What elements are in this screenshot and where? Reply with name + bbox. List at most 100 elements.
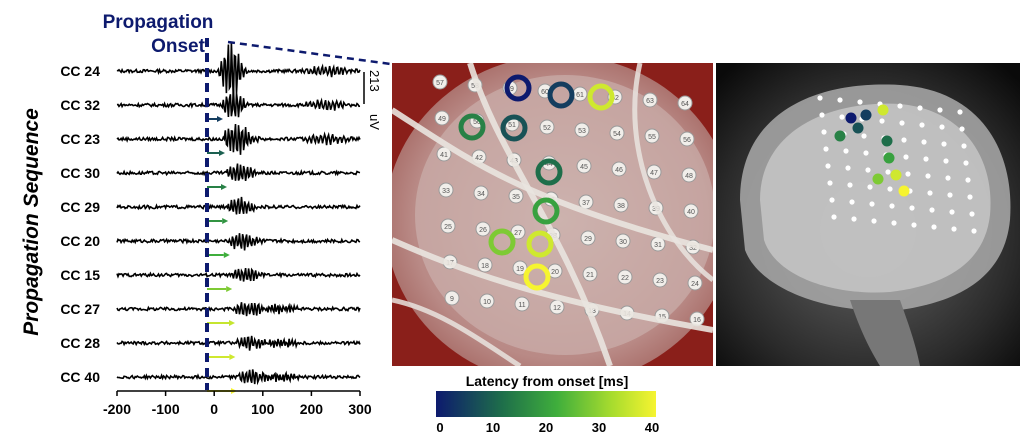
colorbar-title: Latency from onset [ms] — [466, 373, 629, 389]
x-tick-label: -200 — [103, 401, 131, 417]
mri-latency-dot — [877, 104, 889, 116]
electrode — [436, 146, 452, 162]
latency-ring — [488, 228, 516, 256]
mri-electrode — [957, 109, 963, 115]
latency-arrowhead — [219, 150, 225, 156]
mri-electrode — [871, 218, 877, 224]
latency-ring — [547, 81, 575, 109]
electrode — [652, 272, 668, 288]
mri-latency-dot — [852, 122, 864, 134]
channel-label: CC 28 — [60, 335, 100, 351]
mri-electrode — [901, 137, 907, 143]
title-line2: Onset — [151, 36, 206, 57]
electrode-number: 10 — [483, 299, 491, 306]
electrode-number: 21 — [586, 272, 594, 279]
electrode-number: 54 — [613, 131, 621, 138]
channel-label: CC 40 — [60, 369, 100, 385]
channel-label: CC 23 — [60, 131, 100, 147]
electrode — [539, 119, 555, 135]
mri-electrodes — [817, 95, 977, 234]
photo-panel: 5749413325179585042342618105951433527191… — [392, 63, 713, 366]
x-axis: -200 -100 0 100 200 300 — [103, 390, 372, 417]
mri-electrode — [923, 156, 929, 162]
latency-arrowhead — [226, 286, 233, 292]
electrode — [432, 74, 448, 90]
mri-electrode — [863, 150, 869, 156]
electrode-number: 30 — [619, 239, 627, 246]
latency-ring — [587, 83, 615, 111]
latency-ring — [523, 263, 551, 291]
electrode-number: 50 — [473, 119, 481, 126]
traces — [116, 42, 361, 386]
mri-electrode — [829, 197, 835, 203]
channel-label: CC 27 — [60, 301, 100, 317]
electrode — [679, 131, 695, 147]
mri-electrode — [967, 194, 973, 200]
channel-label: CC 24 — [60, 63, 100, 79]
scale-bar-value: 213 — [367, 70, 382, 92]
electrode-number: 12 — [553, 305, 561, 312]
colorbar-tick-label: 0 — [436, 420, 443, 435]
electrode — [644, 128, 660, 144]
scale-bar-unit: uV — [367, 114, 382, 130]
mri-electrode — [921, 139, 927, 145]
mri-electrode — [843, 148, 849, 154]
mri-electrode — [889, 203, 895, 209]
trace — [116, 89, 361, 118]
electrode-number: 49 — [438, 116, 446, 123]
latency-ring — [504, 74, 532, 102]
electrode-number: 9 — [450, 296, 454, 303]
mri-electrode — [831, 214, 837, 220]
electrode-number: 47 — [650, 170, 658, 177]
mri-latency-dot — [898, 185, 910, 197]
colorbar-tick-label: 10 — [486, 420, 500, 435]
electrode — [473, 185, 489, 201]
electrode — [434, 110, 450, 126]
electrode-number: 48 — [685, 173, 693, 180]
mri-electrode — [817, 95, 823, 101]
electrode-number: 15 — [658, 314, 666, 321]
electrode — [477, 257, 493, 273]
colorbar-tick-label: 20 — [539, 420, 553, 435]
mri-electrode — [867, 184, 873, 190]
mri-electrode — [965, 177, 971, 183]
latency-rings — [458, 74, 615, 291]
mri-electrode — [845, 165, 851, 171]
title-line1: Propagation — [103, 12, 214, 33]
electrode-number: 32 — [689, 245, 697, 252]
mri-electrode — [961, 143, 967, 149]
electrode-number: 26 — [479, 227, 487, 234]
electrode — [580, 230, 596, 246]
mri-electrode — [927, 190, 933, 196]
mri-latency-dot — [860, 109, 872, 121]
y-axis-label: Propagation Sequence — [20, 108, 43, 336]
colorbar-tick-label: 30 — [592, 420, 606, 435]
channel-labels: CC 24 CC 32 CC 23 CC 30 CC 29 CC 20 CC 15 CC 27… — [60, 63, 100, 385]
trace — [116, 335, 361, 351]
electrode-number: 27 — [514, 230, 522, 237]
mri-electrode — [823, 146, 829, 152]
electrode-number: 60 — [541, 89, 549, 96]
electrode-number: 34 — [477, 191, 485, 198]
scale-bar: 213 uV — [363, 70, 382, 130]
electrode-number: 24 — [691, 281, 699, 288]
mri-electrode — [821, 129, 827, 135]
electrode-number: 22 — [621, 275, 629, 282]
electrode — [615, 233, 631, 249]
electrode-number: 35 — [512, 194, 520, 201]
trace — [116, 123, 361, 155]
mri-electrode — [937, 107, 943, 113]
latency-arrowhead — [223, 252, 230, 258]
electrode — [444, 290, 460, 306]
electrode — [617, 269, 633, 285]
mri-electrode — [969, 211, 975, 217]
mri-electrode — [963, 160, 969, 166]
trace — [116, 302, 361, 317]
x-tick-label: 300 — [348, 401, 372, 417]
electrode — [611, 161, 627, 177]
electrode — [677, 95, 693, 111]
electrode-number: 59 — [506, 86, 514, 93]
mri-electrode — [943, 158, 949, 164]
mri-electrode — [931, 224, 937, 230]
electrode — [574, 122, 590, 138]
